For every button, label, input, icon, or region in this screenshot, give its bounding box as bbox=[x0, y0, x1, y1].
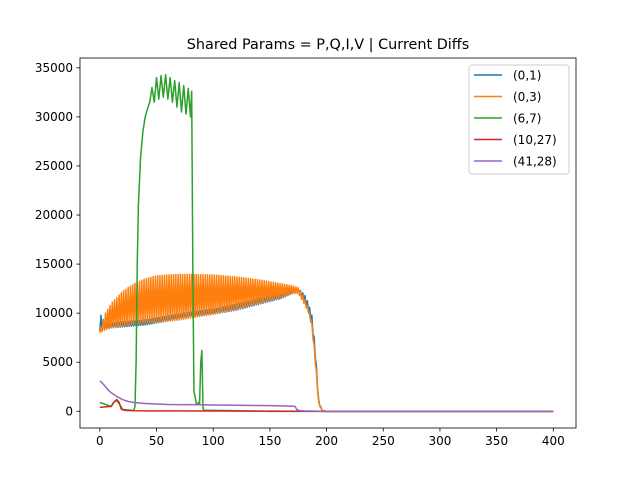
legend-label: (0,1) bbox=[513, 68, 541, 82]
legend-box bbox=[468, 64, 570, 175]
legend: (0,1) (0,3) (6,7) (10,27) (41,28) bbox=[468, 64, 570, 175]
x-tick-label: 200 bbox=[315, 434, 338, 448]
y-tick-label: 5000 bbox=[42, 355, 73, 369]
y-tick-label: 25000 bbox=[35, 159, 73, 173]
legend-label: (41,28) bbox=[513, 154, 557, 168]
x-tick-label: 300 bbox=[429, 434, 452, 448]
plot-series bbox=[99, 73, 554, 413]
y-tick-label: 30000 bbox=[35, 110, 73, 124]
x-tick-label: 0 bbox=[96, 434, 104, 448]
x-tick-label: 150 bbox=[258, 434, 281, 448]
y-axis-ticks: 0 5000 10000 15000 20000 25000 30000 35000 bbox=[35, 61, 80, 418]
legend-label: (0,3) bbox=[513, 90, 541, 104]
x-tick-label: 50 bbox=[149, 434, 164, 448]
x-axis-ticks: 0 50 100 150 200 250 300 350 400 bbox=[96, 428, 565, 448]
x-tick-label: 250 bbox=[372, 434, 395, 448]
legend-label: (10,27) bbox=[513, 133, 557, 147]
chart-title: Shared Params = P,Q,I,V | Current Diffs bbox=[187, 37, 469, 53]
plot-area-frame bbox=[79, 57, 577, 429]
x-tick-label: 350 bbox=[485, 434, 508, 448]
series-line-6-7 bbox=[99, 73, 554, 413]
x-tick-label: 100 bbox=[202, 434, 225, 448]
y-tick-label: 10000 bbox=[35, 306, 73, 320]
y-tick-label: 35000 bbox=[35, 61, 73, 75]
x-tick-label: 400 bbox=[542, 434, 565, 448]
series-line-41-28 bbox=[99, 380, 554, 413]
y-tick-label: 20000 bbox=[35, 208, 73, 222]
y-tick-label: 15000 bbox=[35, 257, 73, 271]
y-tick-label: 0 bbox=[65, 404, 73, 418]
legend-label: (6,7) bbox=[513, 111, 541, 125]
